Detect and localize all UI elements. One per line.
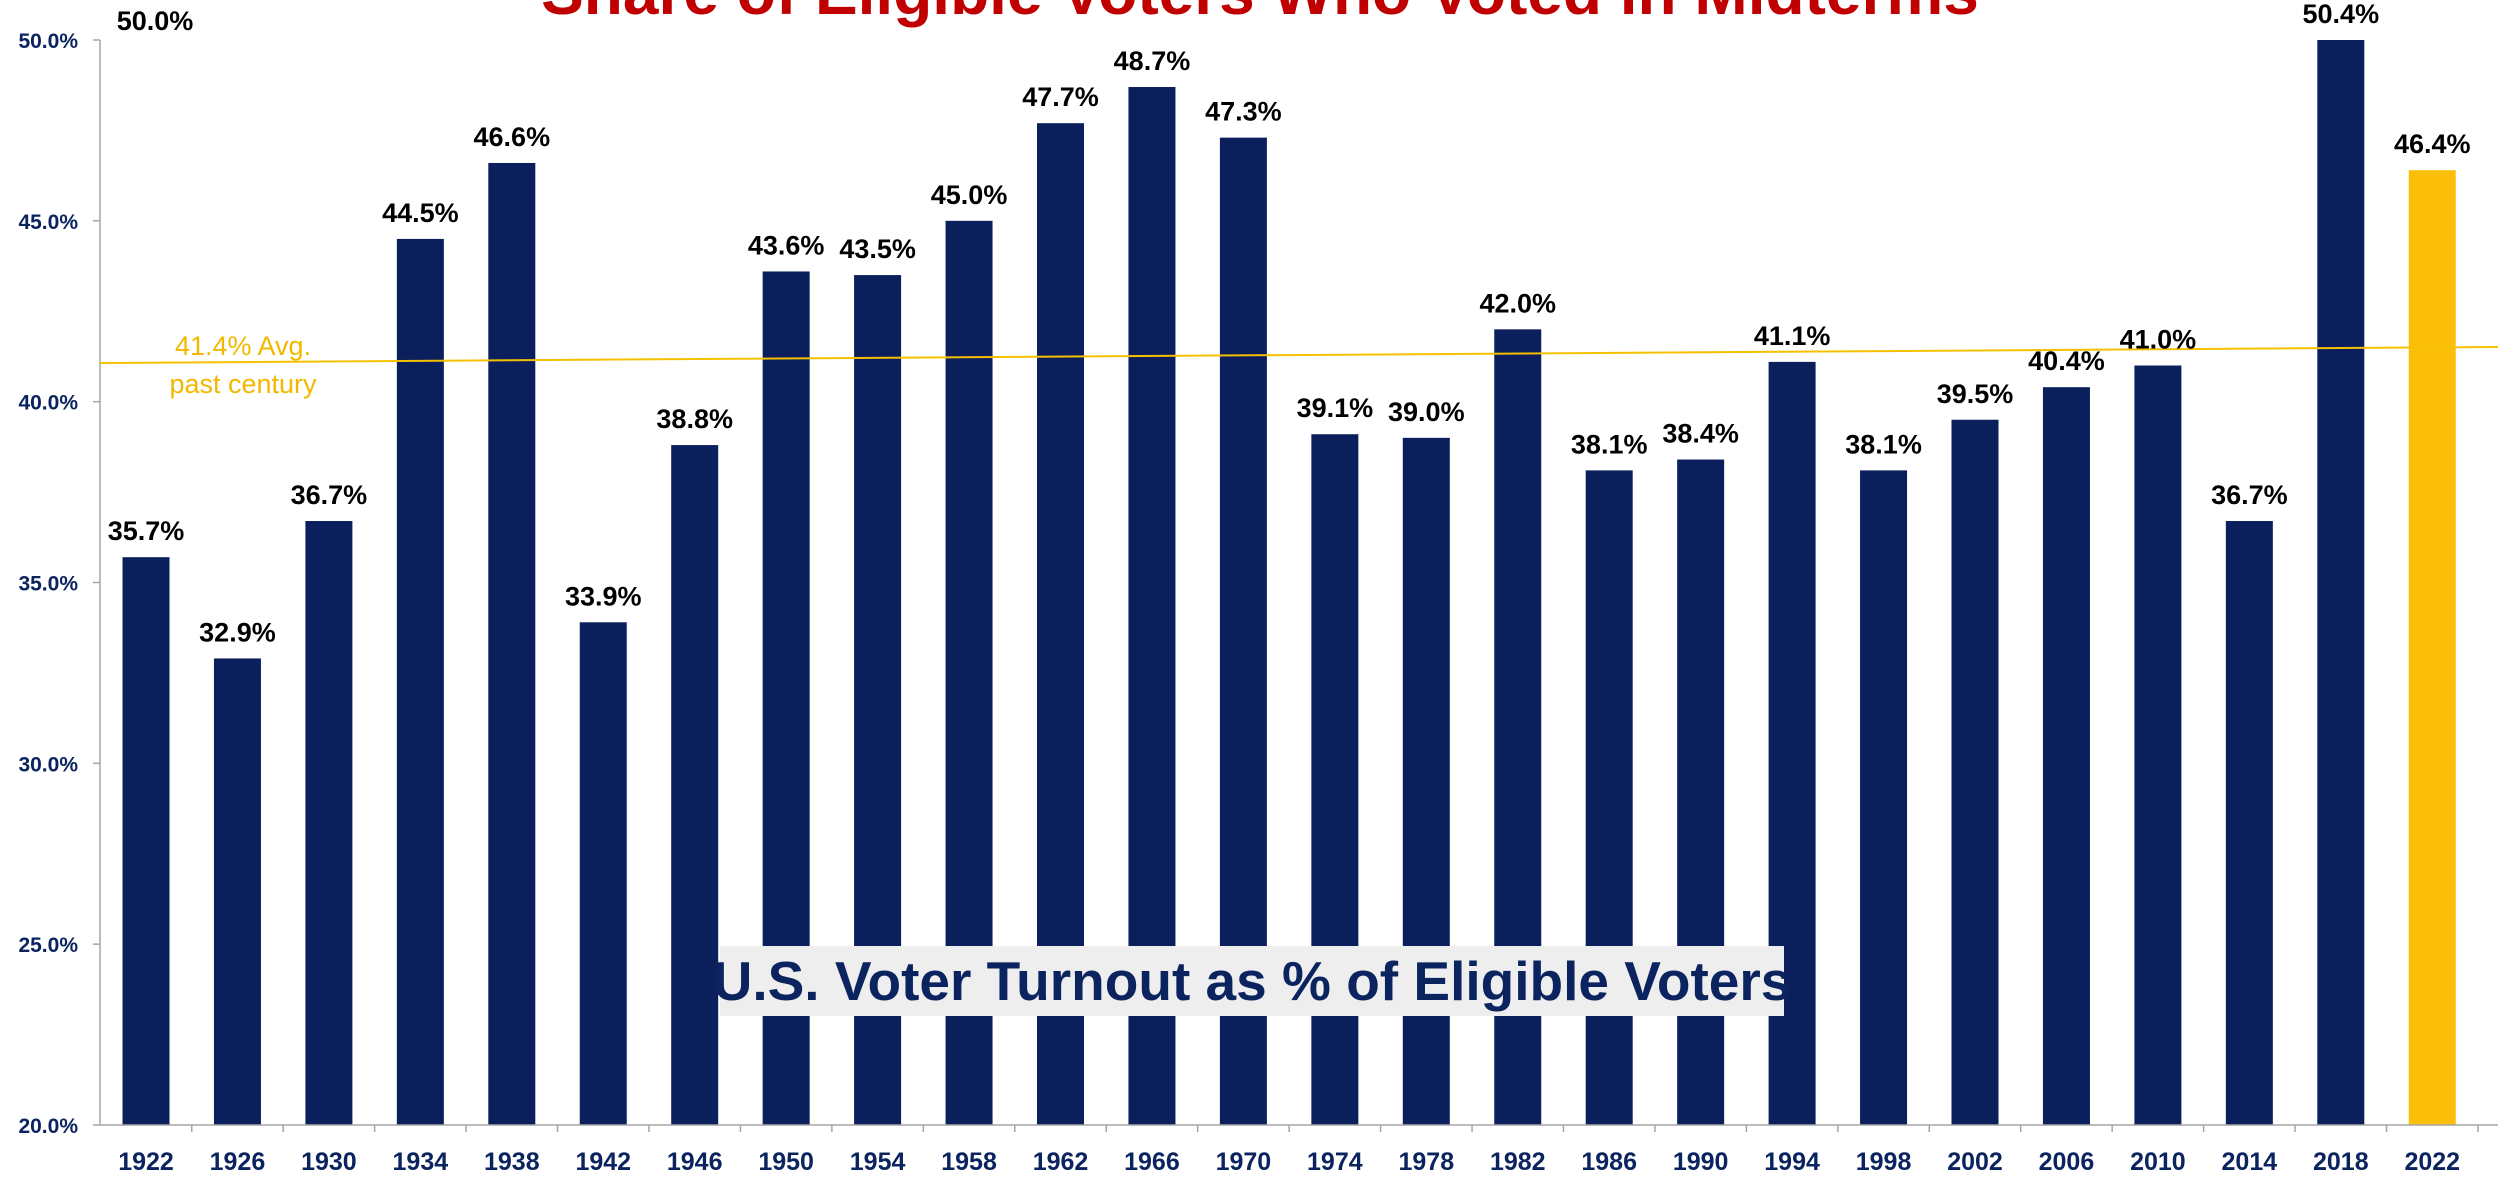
x-tick-label: 2010 <box>2130 1148 2186 1176</box>
data-label-1934: 44.5% <box>382 198 459 228</box>
bar-2014 <box>2225 521 2273 1125</box>
x-tick-label: 2018 <box>2313 1148 2369 1176</box>
x-tick-label: 1962 <box>1033 1148 1089 1176</box>
overflow-data-label: 50.0% <box>117 6 194 36</box>
bar-1934 <box>396 238 444 1125</box>
bar-1942 <box>579 622 627 1125</box>
data-label-1982: 42.0% <box>1479 288 1556 318</box>
data-label-2018: 50.4% <box>2303 0 2380 29</box>
data-label-1994: 41.1% <box>1754 321 1831 351</box>
x-tick-label: 2014 <box>2222 1148 2278 1176</box>
x-tick-label: 1958 <box>941 1148 997 1176</box>
data-labels: 35.7% 32.9% 36.7% 44.5% 46.6% 33.9% 38.8% 43.6%… <box>108 0 2471 647</box>
bar-1978 <box>1402 437 1450 1125</box>
data-label-1990: 38.4% <box>1662 419 1739 449</box>
bar-1922 <box>122 557 170 1125</box>
data-label-1958: 45.0% <box>931 180 1008 210</box>
x-tick-label: 1978 <box>1398 1148 1454 1176</box>
x-tick-label: 1946 <box>667 1148 723 1176</box>
data-label-1950: 43.6% <box>748 230 825 260</box>
x-tick-label: 1954 <box>850 1148 906 1176</box>
bar-2006 <box>2042 387 2090 1125</box>
data-label-1954: 43.5% <box>839 234 916 264</box>
x-tick-label: 1990 <box>1673 1148 1729 1176</box>
x-tick-label: 1938 <box>484 1148 540 1176</box>
data-label-1930: 36.7% <box>291 480 368 510</box>
data-label-2022: 46.4% <box>2394 129 2471 159</box>
data-label-1974: 39.1% <box>1297 393 1374 423</box>
bar-1946 <box>671 445 719 1126</box>
data-label-1962: 47.7% <box>1022 82 1099 112</box>
data-label-1938: 46.6% <box>474 122 551 152</box>
x-tick-label: 1994 <box>1764 1148 1820 1176</box>
x-axis: 1922 1926 1930 1934 1938 1942 1946 1950 1954 1958… <box>100 1124 2498 1176</box>
x-tick-label: 1930 <box>301 1148 357 1176</box>
bar-1938 <box>488 162 536 1125</box>
y-axis: 20.0% 25.0% 30.0% 35.0% 40.0% 45.0% 50.0% <box>18 30 101 1138</box>
chart-subtitle: U.S. Voter Turnout as % of Eligible Vote… <box>713 950 1792 1012</box>
data-label-1922: 35.7% <box>108 516 185 546</box>
bar-1990 <box>1677 459 1725 1125</box>
y-tick-label: 50.0% <box>18 30 78 53</box>
y-tick-label: 45.0% <box>18 211 78 234</box>
data-label-1978: 39.0% <box>1388 397 1465 427</box>
subtitle-background <box>720 946 1784 1016</box>
y-tick-label: 30.0% <box>18 753 78 776</box>
y-tick-label: 20.0% <box>18 1115 78 1138</box>
bar-1930 <box>305 521 353 1125</box>
average-label-line: 41.4% Avg. <box>175 331 311 361</box>
average-line-group: 41.4% Avg. past century <box>99 331 2498 399</box>
bar-1974 <box>1311 434 1359 1125</box>
x-tick-label: 1998 <box>1856 1148 1912 1176</box>
x-tick-label: 2022 <box>2404 1148 2460 1176</box>
subtitle-box: U.S. Voter Turnout as % of Eligible Vote… <box>713 946 1792 1016</box>
x-tick-label: 1934 <box>393 1148 449 1176</box>
x-tick-label: 1922 <box>118 1148 174 1176</box>
bar-1998 <box>1860 470 1908 1126</box>
bar-2022 <box>2408 170 2456 1125</box>
data-label-2014: 36.7% <box>2211 480 2288 510</box>
data-label-1966: 48.7% <box>1114 46 1191 76</box>
y-tick-label: 25.0% <box>18 934 78 957</box>
data-label-1946: 38.8% <box>656 404 733 434</box>
x-tick-label: 2002 <box>1947 1148 2003 1176</box>
data-label-2002: 39.5% <box>1937 379 2014 409</box>
data-label-1942: 33.9% <box>565 581 642 611</box>
x-tick-label: 1950 <box>758 1148 814 1176</box>
data-label-1926: 32.9% <box>199 617 276 647</box>
x-tick-label: 1974 <box>1307 1148 1363 1176</box>
x-tick-label: 1942 <box>575 1148 631 1176</box>
data-label-1998: 38.1% <box>1845 429 1922 459</box>
data-label-2010: 41.0% <box>2120 325 2197 355</box>
x-tick-label: 1982 <box>1490 1148 1546 1176</box>
average-line <box>99 346 2498 364</box>
bar-2002 <box>1951 419 1999 1125</box>
data-label-1970: 47.3% <box>1205 97 1282 127</box>
bar-2018 <box>2317 40 2365 1125</box>
average-label-line: past century <box>169 369 317 399</box>
bar-2010 <box>2134 365 2182 1125</box>
x-tick-label: 1966 <box>1124 1148 1180 1176</box>
y-tick-label: 40.0% <box>18 392 78 415</box>
data-label-1986: 38.1% <box>1571 429 1648 459</box>
x-tick-label: 1970 <box>1216 1148 1272 1176</box>
x-tick-label: 1986 <box>1581 1148 1637 1176</box>
y-tick-label: 35.0% <box>18 573 78 596</box>
chart-title: Share of Eligible Voters Who Voted in Mi… <box>541 0 1979 28</box>
bar-1986 <box>1585 470 1633 1126</box>
x-tick-label: 1926 <box>210 1148 266 1176</box>
data-label-2006: 40.4% <box>2028 346 2105 376</box>
x-tick-label: 2006 <box>2039 1148 2095 1176</box>
bar-1926 <box>213 658 261 1125</box>
